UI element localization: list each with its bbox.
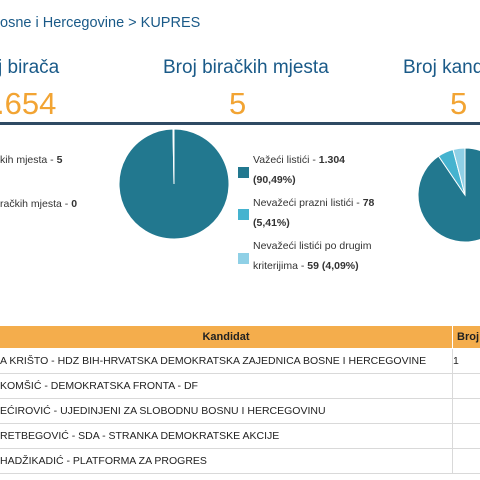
legend-other: Nevažeći listići po drugim kriterijima - … — [253, 240, 372, 272]
stat-value-polling-stations: 5 — [229, 86, 247, 121]
stat-label-candidates: Broj kandi — [403, 57, 480, 78]
stat-label-voters: j birača — [0, 57, 60, 78]
candidate-votes — [453, 374, 480, 398]
legend-swatch-other — [238, 253, 249, 264]
candidate-votes — [453, 399, 480, 423]
legend-blank: Nevažeći prazni listići - 78 (5,41%) — [253, 197, 375, 229]
candidate-votes — [453, 424, 480, 448]
ballots-pie-slice-0[interactable] — [418, 148, 480, 243]
table-row[interactable]: EĆIROVIĆ - UJEDINJENI ZA SLOBODNU BOSNU … — [0, 399, 480, 424]
pie-chart-stations — [118, 128, 230, 240]
table-header-candidate[interactable]: Kandidat — [0, 326, 452, 348]
candidate-name: HADŽIKADIĆ - PLATFORMA ZA PROGRES — [0, 449, 453, 473]
table-row[interactable]: KOMŠIĆ - DEMOKRATSKA FRONTA - DF — [0, 374, 480, 399]
info-other-stations: račkih mjesta - 0 — [0, 198, 78, 210]
ballots-pie-slice-2[interactable] — [452, 148, 466, 196]
table-row[interactable]: HADŽIKADIĆ - PLATFORMA ZA PROGRES — [0, 449, 480, 474]
pie-chart-ballots — [418, 148, 480, 243]
candidate-name: EĆIROVIĆ - UJEDINJENI ZA SLOBODNU BOSNU … — [0, 399, 453, 423]
table-row[interactable]: A KRIŠTO - HDZ BIH-HRVATSKA DEMOKRATSKA … — [0, 349, 480, 374]
stat-value-candidates: 5 — [450, 86, 468, 121]
candidate-name: KOMŠIĆ - DEMOKRATSKA FRONTA - DF — [0, 374, 453, 398]
stat-value-voters: .654 — [0, 86, 57, 121]
stations-pie-slice-1[interactable] — [172, 128, 175, 185]
candidate-name: A KRIŠTO - HDZ BIH-HRVATSKA DEMOKRATSKA … — [0, 349, 453, 373]
info-polling-stations: kih mjesta - 5 — [0, 154, 63, 166]
legend-swatch-blank — [238, 209, 249, 220]
section-divider — [0, 122, 480, 125]
breadcrumb[interactable]: osne i Hercegovine > KUPRES — [0, 15, 201, 31]
stat-label-polling-stations: Broj biračkih mjesta — [163, 57, 329, 78]
table-header-votes[interactable]: Broj — [453, 326, 480, 348]
candidate-votes: 1 — [453, 355, 459, 367]
legend-valid: Važeći listići - 1.304 (90,49%) — [253, 154, 346, 186]
table-row[interactable]: RETBEGOVIĆ - SDA - STRANKA DEMOKRATSKE A… — [0, 424, 480, 449]
legend-swatch-valid — [238, 167, 249, 178]
candidate-name: RETBEGOVIĆ - SDA - STRANKA DEMOKRATSKE A… — [0, 424, 453, 448]
candidate-votes — [453, 449, 480, 473]
